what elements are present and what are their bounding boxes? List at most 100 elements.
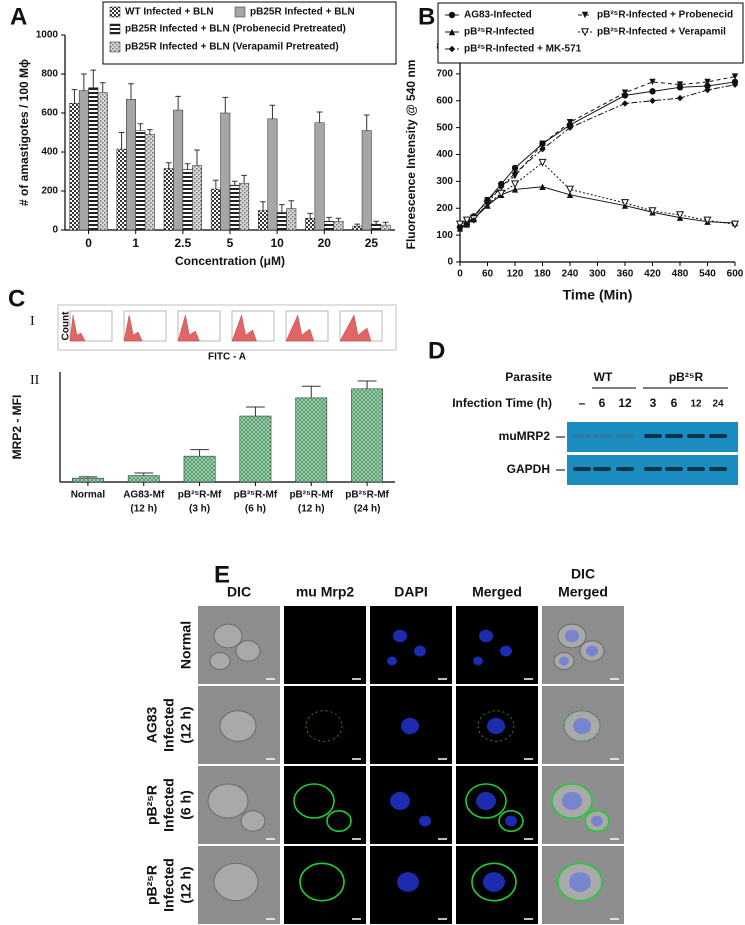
error-bar bbox=[260, 201, 266, 211]
legend-label: pB²⁵R-Infected bbox=[464, 27, 534, 38]
histogram bbox=[69, 314, 86, 342]
x-tick-label: 480 bbox=[672, 269, 689, 280]
micrograph bbox=[456, 766, 538, 844]
histogram bbox=[231, 314, 257, 342]
error-bar bbox=[137, 123, 144, 131]
error-bar bbox=[316, 111, 323, 123]
legend-box bbox=[437, 2, 744, 64]
bar bbox=[192, 165, 202, 231]
error-bar bbox=[147, 129, 153, 135]
series-line bbox=[459, 84, 736, 228]
x-tick-label: 420 bbox=[644, 269, 661, 280]
marker bbox=[621, 100, 629, 107]
section-label: I bbox=[30, 314, 35, 329]
nucleus bbox=[591, 815, 603, 827]
y-tick-label: 200 bbox=[41, 186, 58, 197]
marker bbox=[539, 183, 546, 190]
bar bbox=[210, 188, 221, 231]
blot-row-label: GAPDH bbox=[507, 462, 550, 476]
error-bar bbox=[246, 406, 265, 416]
legend-label: WT Infected + BLN bbox=[125, 7, 214, 18]
membrane bbox=[563, 710, 601, 742]
nucleus bbox=[390, 792, 410, 810]
marker bbox=[539, 145, 546, 153]
x-tick-label: pB²⁵R-Mf bbox=[345, 490, 389, 501]
legend-label: pB25R Infected + BLN bbox=[250, 7, 355, 18]
time-value: 12 bbox=[618, 396, 632, 410]
cell bbox=[209, 652, 231, 670]
membrane bbox=[305, 710, 343, 742]
error-bar bbox=[184, 163, 191, 170]
x-tick-label: pB²⁵R-Mf bbox=[178, 490, 222, 501]
nucleus bbox=[487, 717, 505, 735]
bar bbox=[97, 92, 108, 231]
panel-label: B bbox=[418, 3, 435, 30]
marker bbox=[538, 158, 547, 167]
nucleus bbox=[483, 872, 505, 892]
y-tick-label: 500 bbox=[436, 122, 453, 133]
y-tick-label: 0 bbox=[447, 257, 453, 268]
marker bbox=[703, 216, 712, 225]
error-bar bbox=[279, 204, 285, 213]
marker bbox=[539, 140, 546, 147]
cell bbox=[213, 862, 259, 902]
row-label: (6 h) bbox=[178, 790, 194, 820]
row-label: Normal bbox=[178, 621, 194, 669]
column-label: Merged bbox=[472, 584, 522, 600]
nucleus bbox=[586, 645, 598, 657]
nucleus bbox=[414, 645, 426, 657]
x-tick-label: 60 bbox=[482, 269, 494, 280]
bar bbox=[220, 112, 231, 231]
marker bbox=[470, 217, 477, 224]
band bbox=[616, 467, 634, 471]
membrane bbox=[326, 809, 352, 832]
x-tick-label: 240 bbox=[562, 269, 579, 280]
legend-label: pB²⁵R-Infected + Verapamil bbox=[597, 27, 726, 38]
band bbox=[665, 434, 683, 438]
y-tick-label: 300 bbox=[436, 176, 453, 187]
error-bar bbox=[326, 216, 332, 222]
band bbox=[593, 434, 611, 438]
marker bbox=[676, 81, 684, 88]
x-tick-label: 10 bbox=[270, 236, 284, 250]
nucleus bbox=[505, 815, 517, 827]
time-value: 3 bbox=[650, 396, 657, 410]
cell bbox=[240, 810, 266, 832]
column-label: mu Mrp2 bbox=[296, 584, 355, 600]
x-tick-label: 5 bbox=[227, 236, 234, 250]
error-bar bbox=[335, 217, 342, 222]
error-bar bbox=[165, 162, 172, 169]
legend-box bbox=[102, 1, 397, 65]
band bbox=[709, 434, 727, 438]
cell bbox=[207, 783, 249, 819]
micrograph bbox=[284, 766, 366, 844]
marker bbox=[565, 185, 575, 194]
legend-label: AG83-Infected bbox=[464, 10, 532, 21]
x-tick-label: 25 bbox=[365, 236, 379, 250]
y-tick-label: 400 bbox=[41, 147, 58, 158]
legend-swatch bbox=[109, 6, 121, 18]
group-label: pB²⁵R bbox=[669, 370, 704, 384]
x-tick-label: Normal bbox=[71, 490, 106, 501]
x-tick-label: 20 bbox=[318, 236, 332, 250]
bar bbox=[173, 109, 184, 231]
marker bbox=[649, 88, 656, 95]
marker bbox=[510, 180, 520, 189]
marker bbox=[566, 124, 574, 131]
marker bbox=[649, 97, 656, 104]
marker bbox=[463, 221, 471, 228]
x-tick-label: pB²⁵R-Mf bbox=[234, 490, 278, 501]
micrograph bbox=[370, 766, 452, 844]
row-label: (12 h) bbox=[178, 706, 194, 743]
bar bbox=[352, 225, 363, 231]
error-bar bbox=[194, 149, 200, 166]
y-tick-label: 0 bbox=[52, 225, 58, 236]
marker bbox=[620, 199, 630, 208]
panel-label: D bbox=[428, 337, 445, 364]
legend-swatch bbox=[109, 23, 121, 35]
error-bar bbox=[357, 380, 377, 389]
marker bbox=[456, 223, 464, 231]
membrane bbox=[557, 862, 603, 902]
nucleus bbox=[573, 717, 591, 735]
bar bbox=[276, 212, 287, 231]
